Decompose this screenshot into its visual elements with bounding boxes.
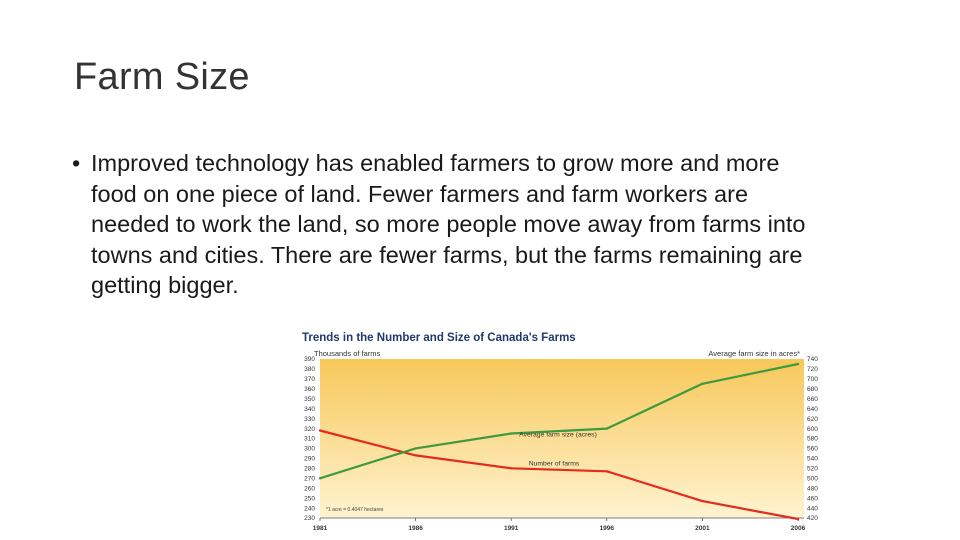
right-tick-label: 640 xyxy=(807,406,818,413)
right-axis-label: Average farm size in acres* xyxy=(708,349,800,358)
bullet-line-2: food on one piece of land. Fewer farmers… xyxy=(91,180,749,207)
data-point xyxy=(318,429,322,432)
left-tick-label: 310 xyxy=(304,436,315,443)
right-tick-label: 440 xyxy=(807,505,818,512)
left-tick-label: 320 xyxy=(304,426,315,433)
right-tick-label: 720 xyxy=(807,366,818,373)
left-axis-label: Thousands of farms xyxy=(314,349,381,358)
left-tick-label: 240 xyxy=(304,505,315,512)
bullet-item: • Improved technology has enabled farmer… xyxy=(72,148,892,301)
right-tick-label: 460 xyxy=(807,495,818,502)
right-tick-label: 560 xyxy=(807,446,818,453)
right-tick-label: 480 xyxy=(807,485,818,492)
right-tick-label: 600 xyxy=(807,426,818,433)
data-point xyxy=(318,477,322,480)
x-tick-label: 1981 xyxy=(313,525,328,532)
series-label-farm-count: Number of farms xyxy=(529,460,580,467)
x-tick-label: 1991 xyxy=(504,525,519,532)
right-tick-label: 540 xyxy=(807,456,818,463)
left-tick-label: 390 xyxy=(304,356,315,363)
right-tick-label: 740 xyxy=(807,356,818,363)
left-tick-label: 230 xyxy=(304,515,315,522)
left-tick-label: 380 xyxy=(304,366,315,373)
right-tick-label: 580 xyxy=(807,436,818,443)
bullet-line-4: towns and cities. There are fewer farms,… xyxy=(91,241,803,268)
data-point xyxy=(605,427,608,430)
data-point xyxy=(510,467,513,470)
right-tick-label: 660 xyxy=(807,396,818,403)
data-point xyxy=(796,517,800,521)
left-tick-label: 300 xyxy=(304,446,315,453)
data-point xyxy=(510,432,513,435)
left-tick-label: 280 xyxy=(304,466,315,473)
bullet-block: • Improved technology has enabled farmer… xyxy=(72,148,892,301)
left-tick-label: 360 xyxy=(304,386,315,393)
slide-title: Farm Size xyxy=(74,56,250,98)
left-tick-label: 350 xyxy=(304,396,315,403)
bullet-line-5: getting bigger. xyxy=(91,272,239,298)
right-tick-label: 420 xyxy=(807,515,818,522)
chart-footnote: *1 acre = 0.4047 hectares xyxy=(326,507,384,513)
left-tick-label: 260 xyxy=(304,485,315,492)
bullet-line-1: Improved technology has enabled farmers … xyxy=(91,150,780,176)
right-tick-label: 520 xyxy=(807,466,818,473)
x-tick-label: 2001 xyxy=(695,525,710,532)
chart-svg: Trends in the Number and Size of Canada'… xyxy=(302,332,818,532)
x-tick-label: 1986 xyxy=(408,525,423,532)
chart-title: Trends in the Number and Size of Canada'… xyxy=(302,332,576,344)
left-tick-label: 340 xyxy=(304,406,315,413)
data-point xyxy=(414,454,417,457)
left-tick-label: 270 xyxy=(304,475,315,482)
data-point xyxy=(701,499,704,503)
data-point xyxy=(414,447,417,450)
right-tick-label: 620 xyxy=(807,416,818,423)
right-tick-label: 500 xyxy=(807,475,818,482)
series-line-farm-size xyxy=(319,362,799,480)
bullet-text: Improved technology has enabled farmers … xyxy=(91,148,892,301)
bullet-line-3: needed to work the land, so more people … xyxy=(91,211,806,237)
left-tick-label: 290 xyxy=(304,456,315,463)
right-tick-label: 700 xyxy=(807,376,818,383)
left-tick-label: 250 xyxy=(304,495,315,502)
left-tick-label: 370 xyxy=(304,376,315,383)
plot-area xyxy=(320,359,804,518)
series-line-farm-count xyxy=(319,429,799,521)
data-point xyxy=(701,382,704,386)
series-label-farm-size: Average farm size (acres) xyxy=(519,432,597,439)
bullet-dot: • xyxy=(72,150,81,176)
left-tick-label: 330 xyxy=(304,416,315,423)
data-point xyxy=(605,470,608,473)
x-tick-label: 1996 xyxy=(600,525,615,532)
x-tick-label: 2006 xyxy=(791,525,806,532)
right-tick-label: 680 xyxy=(807,386,818,393)
data-point xyxy=(796,362,800,366)
farm-trends-chart: Trends in the Number and Size of Canada'… xyxy=(296,325,820,540)
